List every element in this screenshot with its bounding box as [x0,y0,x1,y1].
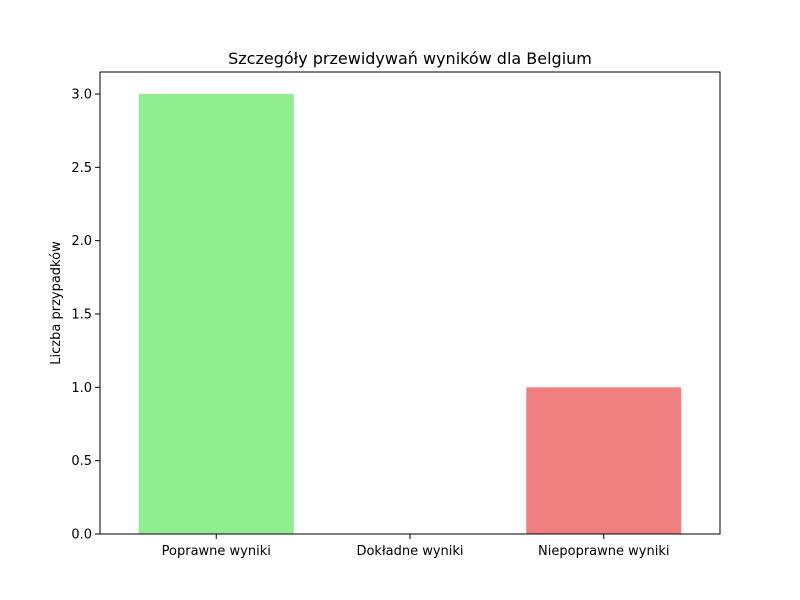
y-tick-label: 0.5 [71,454,92,469]
y-tick-label: 2.5 [71,161,92,176]
y-tick-label: 0.0 [71,528,92,543]
y-tick-label: 2.0 [71,234,92,249]
y-tick-label: 1.0 [71,381,92,396]
bar-niepoprawne-wyniki [526,387,682,534]
chart-title: Szczegóły przewidywań wyników dla Belgiu… [228,49,592,68]
y-axis-label: Liczba przypadków [49,241,64,365]
plot-frame [99,71,721,535]
x-tick-label: Dokładne wyniki [356,544,463,559]
plot-area: Poprawne wyniki Dokładne wyniki Niepoprawn… [71,88,682,559]
y-tick-label: 3.0 [71,88,92,103]
x-tick-label: Niepoprawne wyniki [538,544,669,559]
x-tick-label: Poprawne wyniki [162,544,271,559]
bar-poprawne-wyniki [138,94,294,534]
y-tick-label: 1.5 [71,308,92,323]
